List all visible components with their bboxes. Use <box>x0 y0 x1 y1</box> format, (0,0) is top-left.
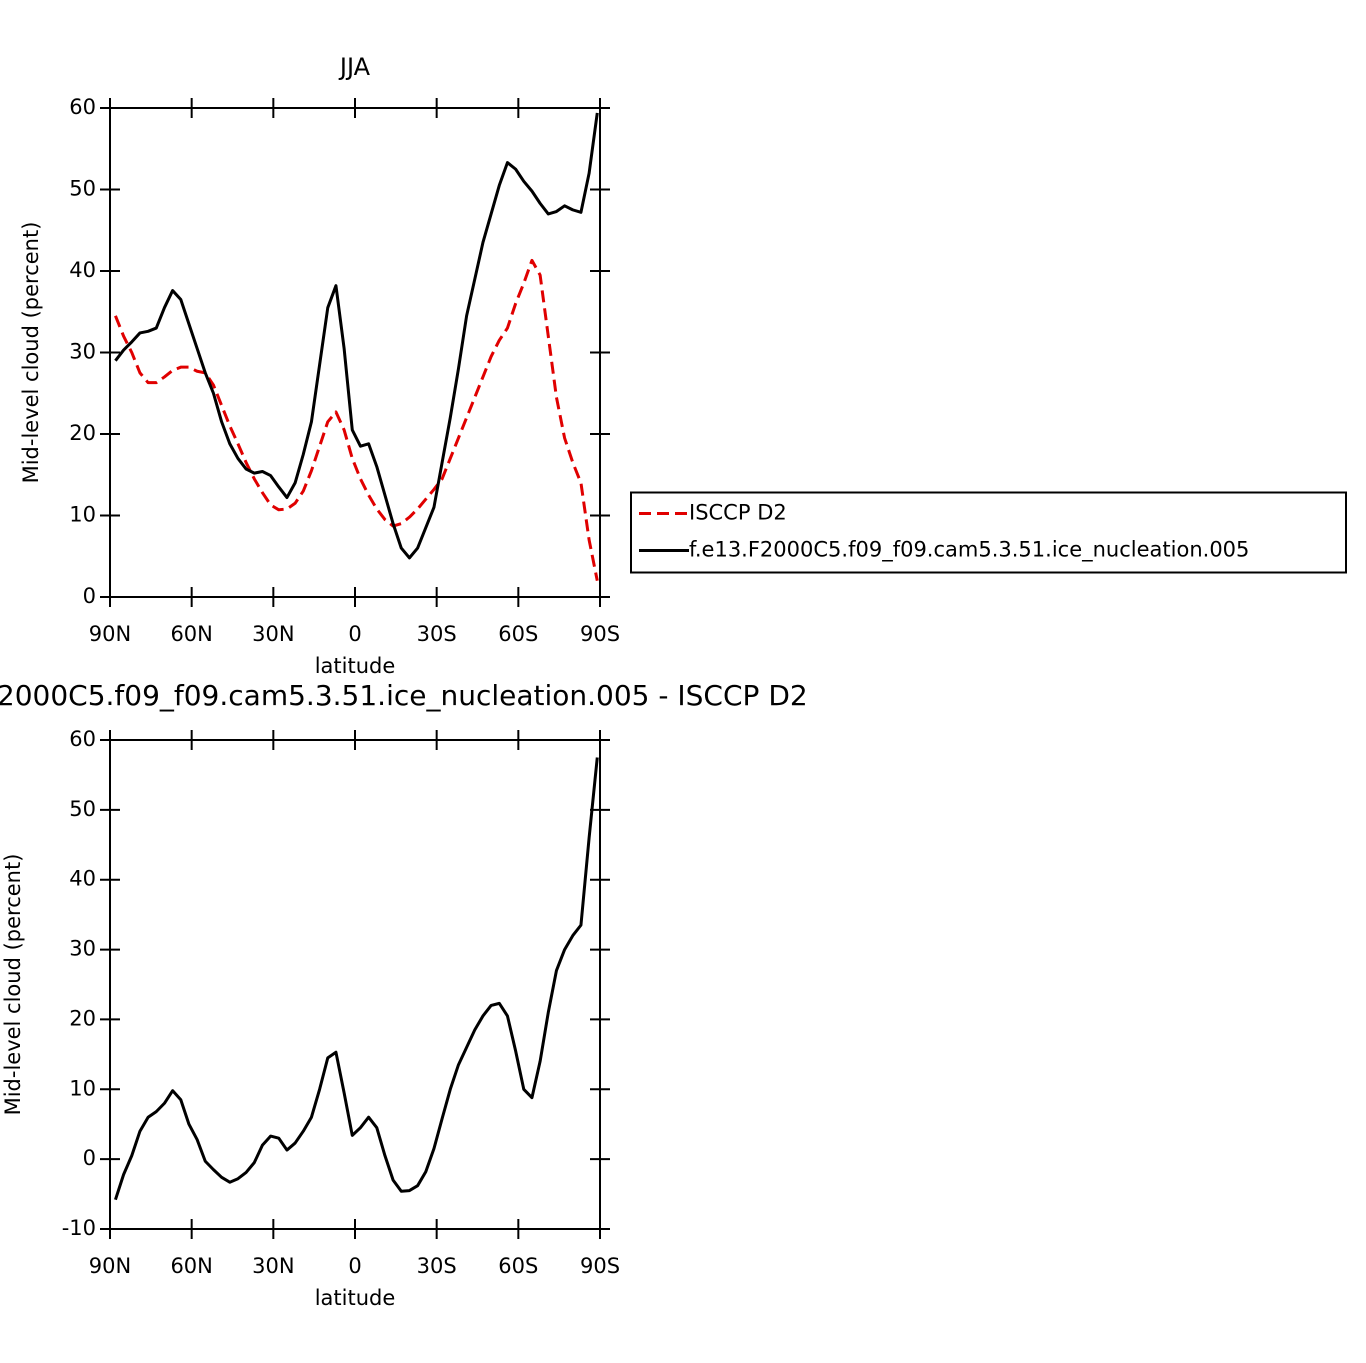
x-tick-label: 90S <box>580 622 620 646</box>
plot-frame <box>109 739 601 1230</box>
data-line <box>114 112 599 560</box>
y-tick-label: 20 <box>69 421 96 445</box>
x-tick-label: 60N <box>170 622 212 646</box>
y-tick-label: 0 <box>83 1146 96 1170</box>
legend-label: f.e13.F2000C5.f09_f09.cam5.3.51.ice_nucl… <box>689 538 1249 563</box>
x-axis-label: latitude <box>315 654 396 678</box>
y-tick-label: 0 <box>83 584 96 608</box>
x-tick-label: 60N <box>170 1254 212 1278</box>
x-tick-label: 90N <box>89 622 131 646</box>
y-axis-label: Mid-level cloud (percent) <box>1 854 25 1116</box>
y-tick-label: 60 <box>69 95 96 119</box>
y-tick-label: 30 <box>69 340 96 364</box>
y-tick-label: 40 <box>69 258 96 282</box>
plot-frame <box>109 107 601 598</box>
chart-title: f.e13.F2000C5.f09_f09.cam5.3.51.ice_nucl… <box>0 679 808 712</box>
y-tick-label: 40 <box>69 867 96 891</box>
legend-label: ISCCP D2 <box>689 501 787 525</box>
y-tick-label: 10 <box>69 1076 96 1100</box>
x-tick-label: 90S <box>580 1254 620 1278</box>
x-tick-label: 60S <box>498 1254 538 1278</box>
x-tick-label: 60S <box>498 622 538 646</box>
chart-title: JJA <box>338 53 371 81</box>
y-tick-label: 30 <box>69 937 96 961</box>
legend-box <box>630 491 1347 574</box>
y-tick-label: 60 <box>69 727 96 751</box>
x-tick-label: 30S <box>417 1254 457 1278</box>
y-tick-label: 50 <box>69 797 96 821</box>
x-axis-label: latitude <box>315 1286 396 1310</box>
data-line <box>114 258 599 581</box>
data-line <box>114 757 599 1201</box>
y-tick-label: -10 <box>62 1216 96 1240</box>
x-tick-label: 30N <box>252 622 294 646</box>
x-tick-label: 30N <box>252 1254 294 1278</box>
x-tick-label: 0 <box>348 622 361 646</box>
x-tick-label: 30S <box>417 622 457 646</box>
y-tick-label: 50 <box>69 177 96 201</box>
y-tick-label: 20 <box>69 1006 96 1030</box>
x-tick-label: 0 <box>348 1254 361 1278</box>
y-tick-label: 10 <box>69 503 96 527</box>
y-axis-label: Mid-level cloud (percent) <box>19 222 43 484</box>
x-tick-label: 90N <box>89 1254 131 1278</box>
